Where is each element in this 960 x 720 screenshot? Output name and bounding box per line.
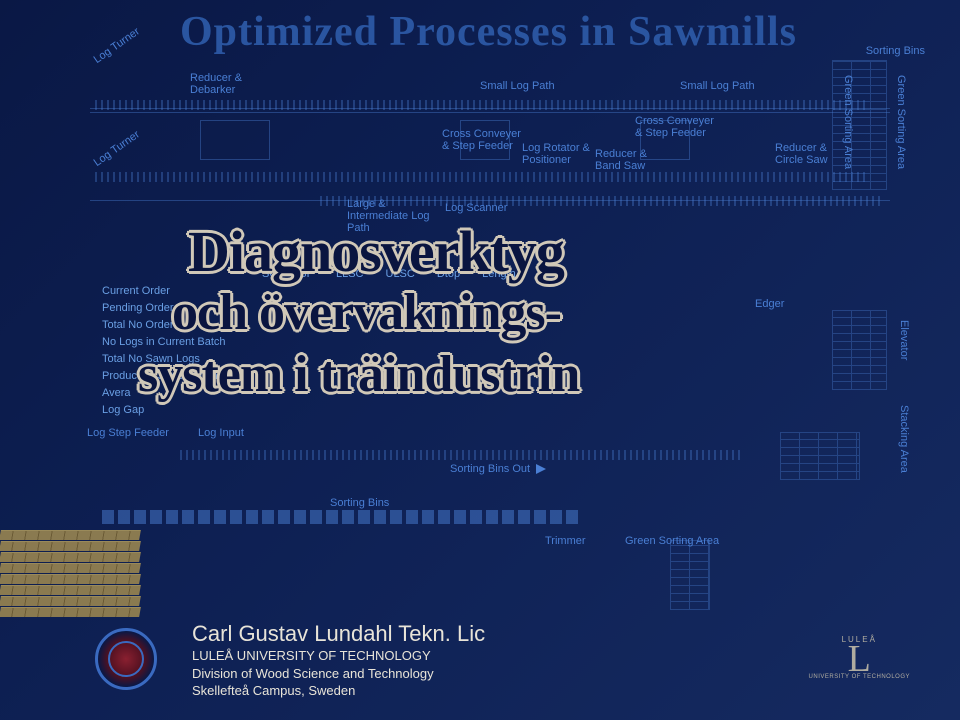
label-cross-conveyer-2: Cross Conveyer & Step Feeder bbox=[635, 115, 715, 139]
overlay-title-line1: Diagnosverktyg bbox=[188, 222, 564, 283]
label-elevator: Elevator bbox=[898, 320, 910, 360]
label-reducer-debarker: Reducer & Debarker bbox=[190, 72, 260, 96]
overlay-title-line3: system i träindustrin bbox=[138, 348, 579, 403]
label-log-input: Log Input bbox=[198, 427, 244, 439]
footer: Carl Gustav Lundahl Tekn. Lic LULEÅ UNIV… bbox=[192, 621, 485, 700]
overlay-title-line2: och övervaknings- bbox=[172, 286, 561, 341]
track bbox=[95, 100, 865, 110]
sorting-bins-bar bbox=[100, 510, 580, 524]
label-log-scanner: Log Scanner bbox=[445, 202, 507, 214]
label-sorting-bins-2: Sorting Bins bbox=[330, 497, 389, 509]
track bbox=[95, 172, 865, 182]
label-reducer-band: Reducer & Band Saw bbox=[595, 148, 655, 172]
label-edger: Edger bbox=[755, 298, 784, 310]
label-log-rotator: Log Rotator & Positioner bbox=[522, 142, 592, 166]
schematic-box bbox=[200, 120, 270, 160]
label-reducer-circle: Reducer & Circle Saw bbox=[775, 142, 835, 166]
uni-logo-bottom: UNIVERSITY OF TECHNOLOGY bbox=[809, 674, 910, 680]
author-name: Carl Gustav Lundahl Tekn. Lic bbox=[192, 621, 485, 647]
label-sorting-bins: Sorting Bins bbox=[866, 45, 925, 57]
panel bbox=[670, 540, 710, 610]
table-row: Log Gap bbox=[102, 403, 516, 420]
label-stacking: Stacking Area bbox=[898, 405, 910, 473]
label-small-log-path-1: Small Log Path bbox=[480, 80, 555, 92]
panel bbox=[832, 310, 887, 390]
label-small-log-path-2: Small Log Path bbox=[680, 80, 755, 92]
institution-line: LULEÅ UNIVERSITY OF TECHNOLOGY bbox=[192, 647, 485, 665]
institution-line: Division of Wood Science and Technology bbox=[192, 665, 485, 683]
label-trimmer: Trimmer bbox=[545, 535, 586, 547]
label-log-turner-1: Log Turner bbox=[92, 26, 142, 66]
wood-stack-illustration bbox=[0, 530, 140, 620]
main-title: Optimized Processes in Sawmills bbox=[180, 8, 797, 56]
schematic-line bbox=[90, 112, 890, 113]
institution-line: Skellefteå Campus, Sweden bbox=[192, 682, 485, 700]
track bbox=[180, 450, 740, 460]
label-green-sorting-1: Green Sorting Area bbox=[842, 75, 854, 169]
label-log-step-feeder: Log Step Feeder bbox=[87, 427, 169, 439]
university-logo: LULEÅ L UNIVERSITY OF TECHNOLOGY bbox=[809, 635, 910, 680]
circle-logo-icon bbox=[95, 628, 157, 690]
label-green-sorting-3: Green Sorting Area bbox=[625, 535, 719, 547]
panel bbox=[780, 432, 860, 480]
panel bbox=[832, 60, 887, 190]
label-green-sorting-2: Green Sorting Area bbox=[895, 75, 907, 169]
label-sorting-bins-out: Sorting Bins Out bbox=[450, 463, 546, 475]
uni-logo-l-icon: L bbox=[809, 644, 910, 674]
label-log-turner-2: Log Turner bbox=[92, 129, 142, 169]
label-cross-conveyer-1: Cross Conveyer & Step Feeder bbox=[442, 128, 522, 152]
